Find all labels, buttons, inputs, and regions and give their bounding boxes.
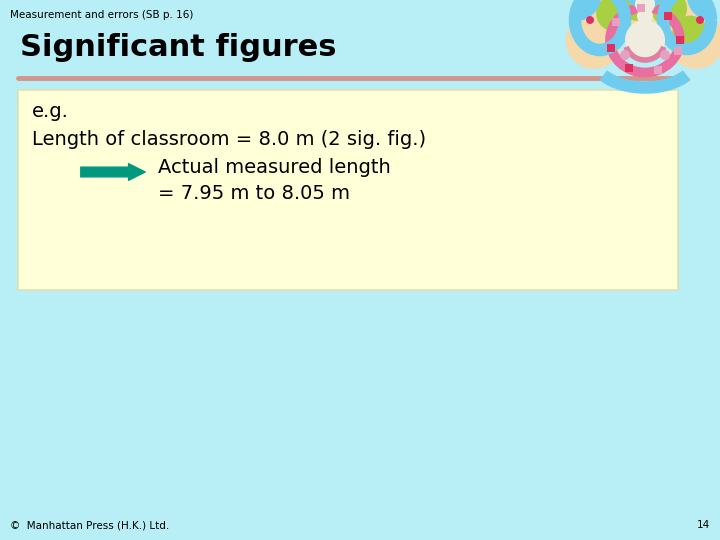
FancyBboxPatch shape (18, 90, 678, 290)
FancyBboxPatch shape (654, 66, 662, 74)
Circle shape (696, 16, 704, 24)
Circle shape (588, 0, 644, 35)
Circle shape (651, 0, 687, 26)
Circle shape (635, 0, 655, 14)
Circle shape (573, 0, 629, 50)
Text: Length of classroom = 8.0 m (2 sig. fig.): Length of classroom = 8.0 m (2 sig. fig.… (32, 130, 426, 149)
FancyBboxPatch shape (625, 64, 633, 72)
Circle shape (596, 0, 632, 31)
FancyBboxPatch shape (636, 4, 644, 12)
Circle shape (627, 0, 683, 27)
Text: = 7.95 m to 8.05 m: = 7.95 m to 8.05 m (158, 184, 350, 203)
FancyBboxPatch shape (607, 44, 615, 52)
Circle shape (647, 0, 702, 35)
Circle shape (625, 20, 665, 60)
Circle shape (660, 50, 670, 60)
Circle shape (620, 50, 630, 60)
Text: Measurement and errors (SB p. 16): Measurement and errors (SB p. 16) (10, 10, 194, 20)
Circle shape (661, 0, 716, 50)
Circle shape (566, 13, 622, 69)
Text: ©  Manhattan Press (H.K.) Ltd.: © Manhattan Press (H.K.) Ltd. (10, 520, 169, 530)
Circle shape (637, 8, 653, 24)
Text: Actual measured length: Actual measured length (158, 158, 391, 177)
Text: 14: 14 (697, 520, 710, 530)
Text: Significant figures: Significant figures (20, 33, 336, 62)
Circle shape (586, 16, 594, 24)
Circle shape (672, 16, 708, 52)
FancyBboxPatch shape (664, 12, 672, 20)
FancyBboxPatch shape (612, 18, 620, 26)
Circle shape (618, 0, 654, 21)
Circle shape (607, 0, 662, 27)
Text: e.g.: e.g. (32, 102, 69, 121)
FancyArrowPatch shape (81, 164, 145, 180)
Circle shape (668, 13, 720, 69)
FancyBboxPatch shape (676, 36, 684, 44)
FancyBboxPatch shape (674, 47, 682, 55)
